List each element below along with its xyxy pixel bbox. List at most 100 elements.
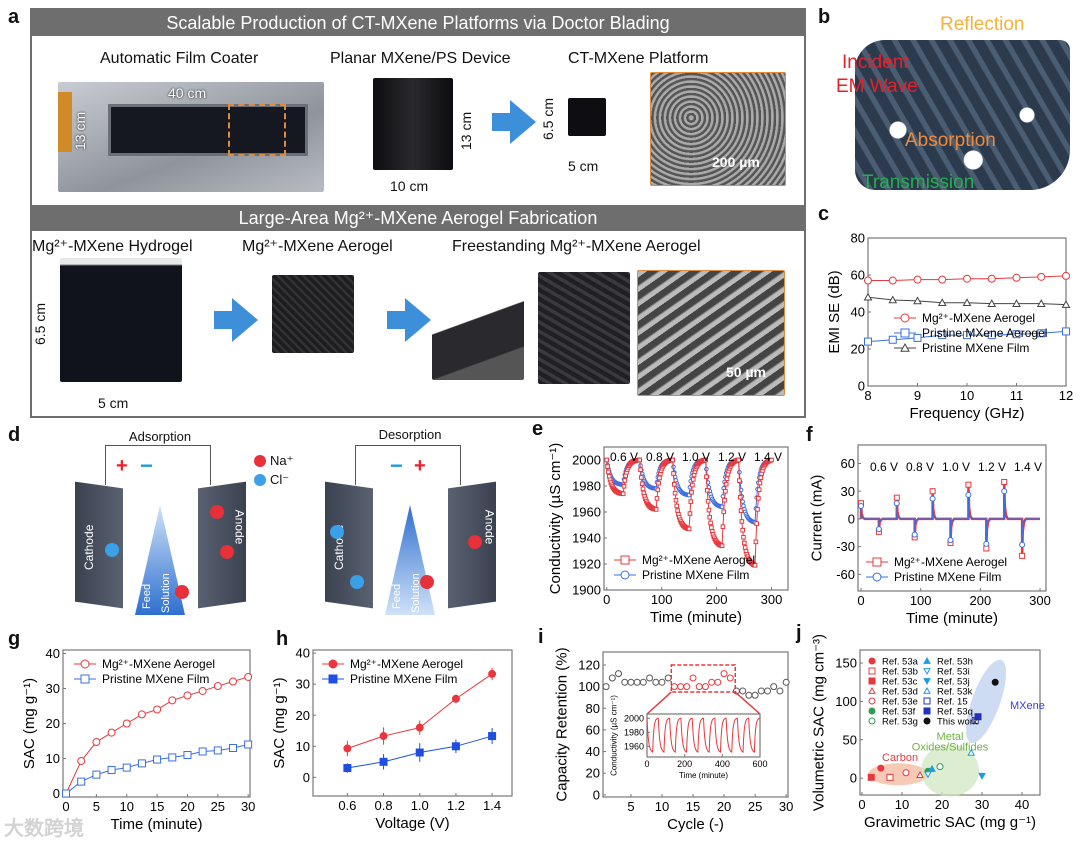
x-tick-label: 200 [677, 759, 692, 769]
chart-h: 0.6 0.8 1.0 1.2 1.4 0 10 20 30 40 Voltage (V) SAC (… [271, 646, 513, 832]
data-point [742, 540, 747, 546]
plot-frame [312, 649, 513, 797]
data-point [168, 696, 177, 705]
data-point [701, 683, 709, 691]
legend-label: Ref. 53q [937, 707, 973, 718]
data-point [963, 274, 971, 283]
absorption-label: Absorption [905, 130, 996, 151]
data-point [708, 678, 716, 686]
data-point [707, 514, 713, 520]
chart-i-inset: 0 200 400 600 1960 1980 2000 Time (minute) Condu… [609, 695, 767, 780]
data-point [974, 713, 982, 721]
data-point [864, 337, 872, 346]
data-point [198, 686, 207, 695]
x-tick-label: 10 [895, 797, 909, 812]
legend-label: This work [937, 717, 978, 728]
x-tick-label: 1.0 [411, 798, 429, 813]
data-point [183, 751, 192, 759]
legend-label: Ref. 53g [882, 717, 918, 728]
y-tick-label: 0 [848, 511, 855, 526]
data-point [1062, 327, 1070, 336]
legend-label: Pristine MXene Film [894, 570, 1001, 584]
legend-label: Pristine MXene Film [102, 672, 209, 686]
data-point [621, 678, 629, 686]
voltage-annotation: 0.8 V [646, 450, 674, 464]
legend-label: Mg²⁺-MXene Aerogel [894, 555, 1007, 569]
y-tick-label: 2000 [624, 713, 644, 723]
sodium-ion-icon [254, 455, 266, 467]
y-tick-label: 40 [296, 646, 310, 661]
y-tick-label: 50 [843, 732, 857, 747]
data-point [888, 295, 898, 304]
y-tick-label: 0 [593, 787, 600, 802]
adsorption-title: Adsorption [128, 429, 192, 444]
data-point [740, 527, 745, 533]
data-point [1012, 330, 1021, 339]
x-tick-label: 5 [93, 799, 100, 814]
data-point [888, 276, 897, 285]
data-point [737, 494, 743, 500]
data-point [911, 531, 918, 538]
data-point [415, 723, 424, 732]
data-point [122, 719, 131, 728]
data-point [686, 526, 692, 532]
na-legend-label: Na⁺ [270, 453, 294, 468]
data-point [720, 494, 726, 499]
data-point [653, 507, 659, 512]
data-point [153, 755, 162, 764]
x-tick-label: 200 [706, 592, 728, 607]
data-point [893, 494, 900, 501]
data-point [938, 331, 947, 340]
y-tick-label: 40 [46, 646, 60, 661]
data-point [343, 764, 352, 773]
data-point [924, 771, 932, 779]
data-point [638, 467, 643, 472]
data-point [863, 292, 873, 301]
hydrogel-caption: Mg²⁺-MXene Hydrogel [32, 238, 193, 255]
y-tick-label: -60 [836, 567, 855, 582]
x-tick-label: 0 [857, 593, 864, 608]
y-tick-label: 60 [586, 722, 600, 737]
data-point [604, 457, 610, 463]
data-point [714, 678, 722, 686]
data-point [736, 457, 741, 463]
legend-label: Ref. 53f [882, 707, 916, 718]
legend-marker [923, 697, 931, 705]
right-arrow-icon [214, 298, 258, 342]
legend-label: Pristine MXene Film [642, 568, 749, 582]
right-arrow-icon [387, 298, 431, 342]
data-point [1001, 488, 1008, 495]
data-point [757, 687, 765, 695]
x-tick-label: 20 [717, 799, 731, 814]
ct-caption: CT-MXene Platform [568, 50, 709, 67]
legend-label: Pristine MXene Film [350, 672, 457, 686]
legend-marker [872, 557, 882, 567]
data-point [1001, 478, 1008, 485]
data-point [755, 507, 760, 512]
data-point [704, 474, 709, 480]
y-tick-label: 40 [851, 305, 865, 320]
data-point [639, 678, 647, 686]
voltage-annotation: 1.2 V [718, 450, 746, 464]
plot-frame [857, 444, 1047, 592]
y-tick-label: 30 [46, 681, 60, 696]
data-point [947, 537, 954, 544]
data-point [742, 545, 748, 550]
legend-marker [80, 659, 90, 669]
y-tick-label: 0 [858, 379, 865, 394]
data-point [987, 299, 997, 307]
y-tick-label: -30 [836, 539, 855, 554]
x-tick-label: 12 [1059, 388, 1073, 403]
data-point [757, 480, 763, 486]
hydrogel-width-label: 5 cm [98, 395, 129, 411]
y-axis-label: SAC (mg g⁻¹) [21, 678, 38, 769]
x-tick-label: 40 [1015, 797, 1029, 812]
voltage-annotation: 0.8 V [906, 460, 934, 474]
adsorption-diagram: Adsorption + − Cathode Anode Feed Soluti… [40, 425, 280, 620]
data-point [633, 678, 641, 686]
legend-label: Mg²⁺-MXene Aerogel [642, 553, 755, 567]
panel-label-e: e [532, 418, 544, 440]
y-tick-label: 1980 [572, 479, 601, 494]
ct-width-label: 5 cm [568, 158, 599, 174]
chart-e: 0 100 200 300 1900 1920 1940 1960 1980 2000 Time (… [547, 443, 789, 626]
